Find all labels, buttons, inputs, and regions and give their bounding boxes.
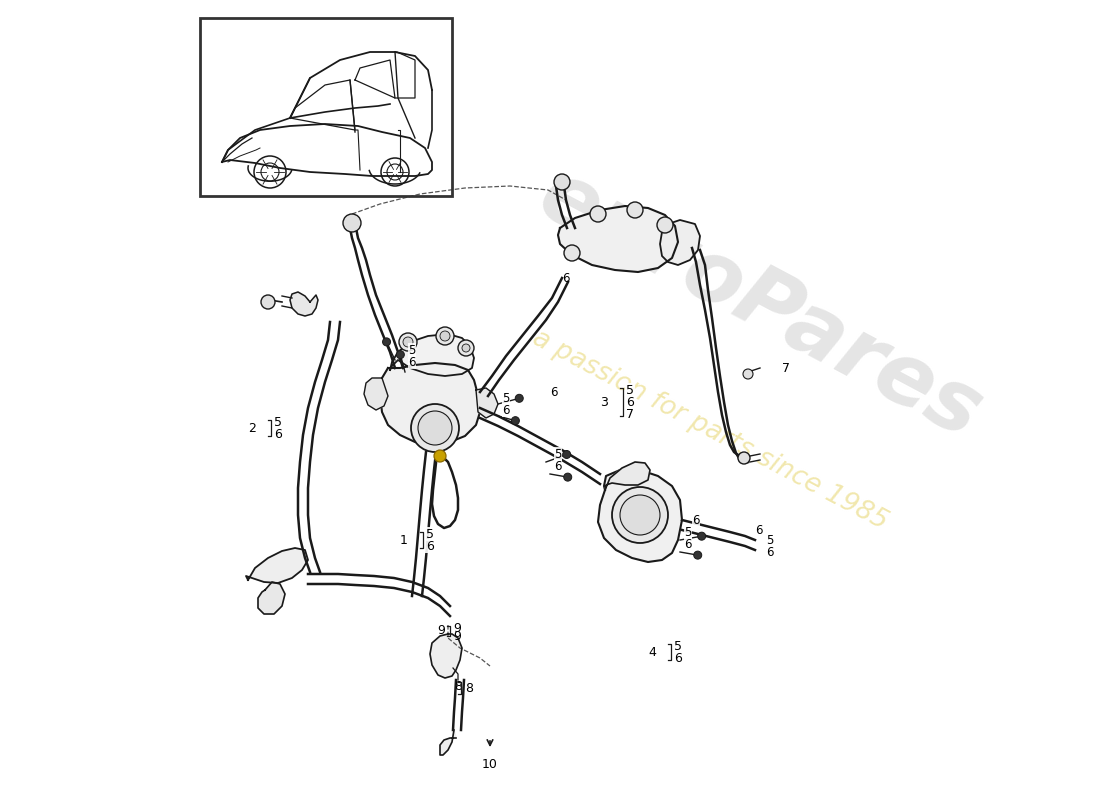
- Circle shape: [403, 337, 412, 347]
- Circle shape: [440, 331, 450, 341]
- Text: 5: 5: [766, 534, 773, 546]
- Text: 6: 6: [755, 523, 762, 537]
- Text: euroPares: euroPares: [525, 154, 996, 457]
- Circle shape: [383, 338, 390, 346]
- Circle shape: [563, 450, 571, 458]
- Circle shape: [554, 174, 570, 190]
- Text: 6: 6: [766, 546, 773, 558]
- Text: 7: 7: [626, 407, 634, 421]
- Circle shape: [418, 411, 452, 445]
- Text: 8: 8: [465, 682, 473, 694]
- Circle shape: [434, 450, 446, 462]
- Text: 6: 6: [692, 514, 700, 526]
- Polygon shape: [440, 730, 456, 755]
- Text: 2: 2: [249, 422, 256, 434]
- Polygon shape: [598, 470, 682, 562]
- Text: 5: 5: [626, 383, 634, 397]
- Circle shape: [742, 369, 754, 379]
- Text: 6: 6: [626, 395, 634, 409]
- Circle shape: [512, 417, 519, 425]
- Text: 5: 5: [426, 527, 434, 541]
- Polygon shape: [558, 206, 678, 272]
- Polygon shape: [364, 378, 388, 410]
- Text: 6: 6: [554, 459, 561, 473]
- Text: 9: 9: [453, 630, 461, 643]
- Circle shape: [694, 551, 702, 559]
- Polygon shape: [430, 634, 462, 678]
- Text: a passion for parts since 1985: a passion for parts since 1985: [528, 325, 892, 535]
- Polygon shape: [605, 462, 650, 490]
- Circle shape: [399, 333, 417, 351]
- Circle shape: [590, 206, 606, 222]
- Circle shape: [458, 340, 474, 356]
- Text: 9: 9: [437, 623, 446, 637]
- Circle shape: [462, 344, 470, 352]
- Circle shape: [564, 245, 580, 261]
- Text: 6: 6: [408, 355, 416, 369]
- Text: 5: 5: [502, 391, 509, 405]
- Circle shape: [738, 452, 750, 464]
- Circle shape: [612, 487, 668, 543]
- Text: 10: 10: [482, 758, 498, 771]
- Polygon shape: [246, 548, 308, 583]
- Circle shape: [563, 473, 572, 481]
- Circle shape: [657, 217, 673, 233]
- Circle shape: [261, 295, 275, 309]
- Text: 6: 6: [674, 651, 682, 665]
- Circle shape: [620, 495, 660, 535]
- Polygon shape: [476, 388, 498, 418]
- Text: 5: 5: [274, 415, 282, 429]
- Circle shape: [515, 394, 524, 402]
- Text: 5: 5: [554, 447, 561, 461]
- Polygon shape: [258, 582, 285, 614]
- Text: 6: 6: [502, 403, 509, 417]
- Circle shape: [627, 202, 644, 218]
- Circle shape: [697, 532, 706, 540]
- Circle shape: [436, 327, 454, 345]
- Text: 8: 8: [454, 679, 462, 693]
- Text: 6: 6: [562, 271, 570, 285]
- Text: 6: 6: [550, 386, 558, 398]
- Text: 5: 5: [408, 343, 416, 357]
- Polygon shape: [290, 292, 318, 316]
- Text: 6: 6: [684, 538, 692, 550]
- Text: 6: 6: [426, 539, 433, 553]
- Polygon shape: [379, 363, 480, 444]
- Text: 5: 5: [684, 526, 692, 538]
- Text: 1: 1: [400, 534, 408, 546]
- Text: 5: 5: [674, 639, 682, 653]
- Circle shape: [343, 214, 361, 232]
- Bar: [200, 18, 452, 196]
- Text: 6: 6: [274, 427, 282, 441]
- Circle shape: [396, 350, 405, 358]
- Text: 4: 4: [648, 646, 656, 658]
- Text: 9: 9: [453, 622, 461, 635]
- Polygon shape: [660, 220, 700, 265]
- Text: 3: 3: [601, 395, 608, 409]
- Circle shape: [411, 404, 459, 452]
- Text: 7: 7: [782, 362, 790, 374]
- Polygon shape: [390, 334, 474, 376]
